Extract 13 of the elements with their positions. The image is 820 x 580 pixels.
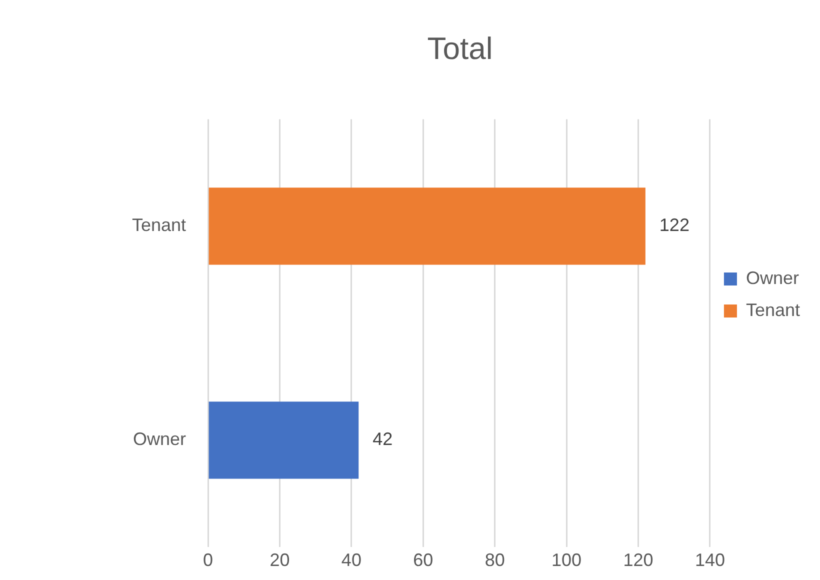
legend-label: Tenant [746,300,800,320]
x-tick-label: 100 [552,550,582,570]
x-tick-label: 140 [694,550,725,570]
x-tick-label: 60 [413,550,434,570]
chart-title: Total [427,31,493,66]
x-tick-label: 0 [203,550,214,570]
x-tick-label: 20 [270,550,290,570]
x-tick-label: 120 [623,550,654,570]
x-tick-label: 40 [341,550,362,570]
legend-label: Owner [746,268,799,288]
data-label: 122 [659,215,690,236]
data-label: 42 [372,429,393,450]
x-tick-label: 80 [484,550,505,570]
